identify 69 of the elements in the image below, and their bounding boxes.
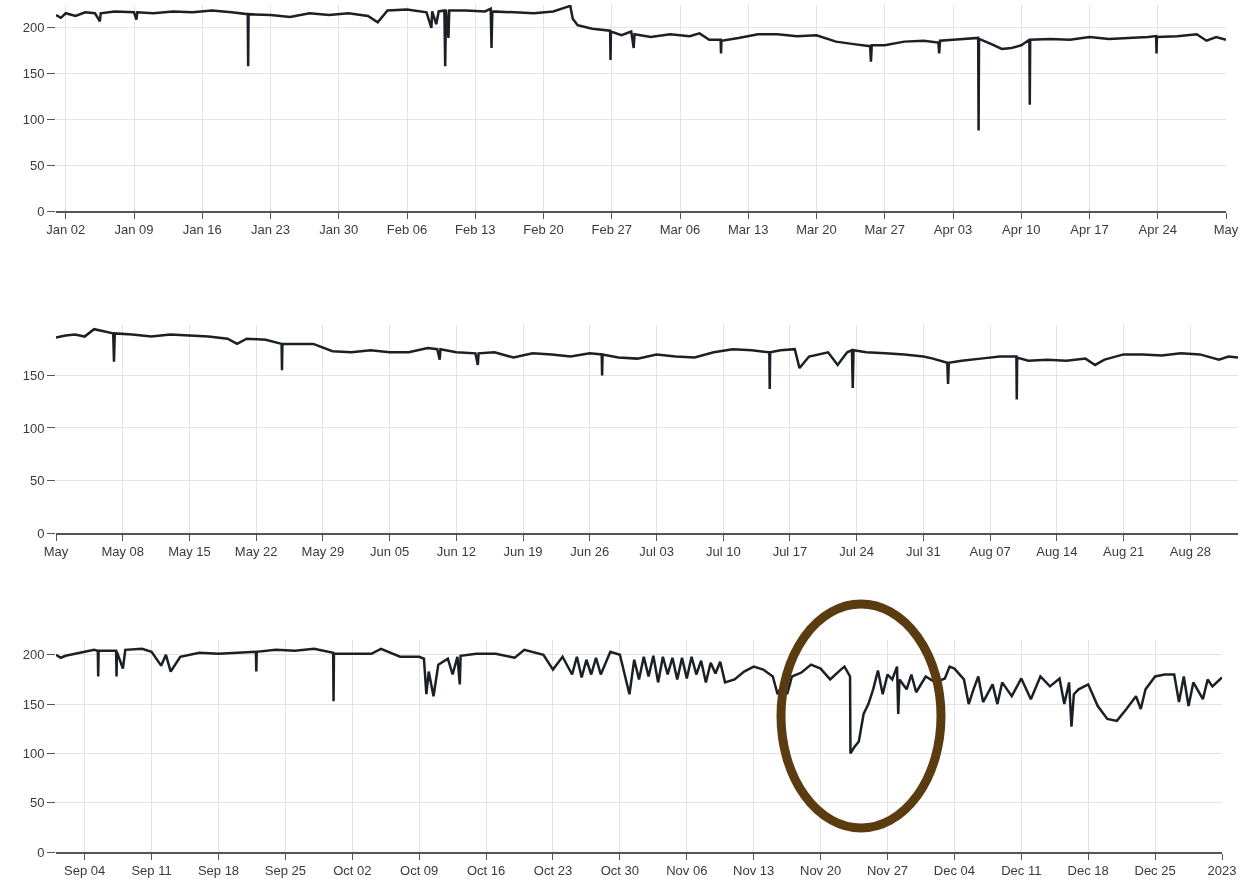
x-tick-label: Jan 23 (250, 222, 291, 238)
y-tick-label: 100 (22, 111, 45, 127)
x-tick-label: May (43, 544, 69, 560)
x-tick-label: Feb 06 (386, 222, 428, 238)
x-tick-label: Sep 11 (131, 863, 172, 879)
y-tick-label: 0 (37, 203, 45, 219)
x-tick-label: Nov 27 (866, 863, 909, 879)
y-tick-label: 50 (29, 157, 45, 173)
x-tick-label: 2023 (1207, 863, 1237, 879)
x-tick-label: Jul 03 (639, 544, 674, 560)
y-tick-label: 200 (22, 20, 45, 36)
x-tick-label: Oct 02 (333, 863, 372, 879)
x-tick-label: Mar 20 (796, 222, 837, 238)
x-tick-label: Jan 02 (46, 222, 86, 238)
x-tick-label: Apr 03 (933, 222, 973, 238)
x-tick-label: Oct 09 (400, 863, 439, 879)
x-tick-label: Sep 25 (264, 863, 306, 879)
x-tick-label: Jul 17 (772, 544, 808, 560)
x-tick-label: Aug 21 (1103, 544, 1145, 560)
y-tick-label: 200 (22, 647, 45, 663)
x-tick-label: Jun 12 (436, 544, 476, 560)
x-tick-label: Feb 27 (591, 222, 632, 238)
x-tick-label: Nov 20 (799, 863, 842, 879)
y-tick-label: 0 (37, 844, 45, 860)
y-tick-label: 0 (37, 525, 45, 541)
x-tick-label: Dec 11 (1001, 863, 1042, 879)
x-tick-label: Aug 14 (1036, 544, 1078, 560)
x-tick-label: Jun 19 (503, 544, 543, 560)
x-tick-label: Mar 27 (864, 222, 905, 238)
x-tick-label: May (1213, 222, 1239, 238)
x-tick-label: Mar 06 (659, 222, 701, 238)
x-tick-label: Aug 07 (969, 544, 1011, 560)
x-tick-label: Jan 30 (319, 222, 359, 238)
x-tick-label: Dec 18 (1067, 863, 1109, 879)
x-tick-label: Jan 09 (114, 222, 154, 238)
y-tick-label: 100 (22, 420, 45, 436)
x-tick-label: Mar 13 (728, 222, 769, 238)
x-tick-label: Jun 05 (370, 544, 410, 560)
y-tick-label: 150 (22, 367, 45, 383)
x-tick-label: Oct 23 (533, 863, 573, 879)
x-tick-label: Apr 24 (1138, 222, 1177, 238)
y-tick-label: 50 (29, 795, 45, 811)
x-tick-label: May 22 (234, 544, 278, 560)
y-tick-label: 100 (22, 745, 45, 761)
x-tick-label: Jun 26 (570, 544, 610, 560)
x-tick-label: Sep 04 (64, 863, 106, 879)
x-tick-label: Aug 28 (1169, 544, 1211, 560)
x-tick-label: Jul 31 (906, 544, 941, 560)
x-tick-label: Sep 18 (197, 863, 240, 879)
x-tick-label: Oct 16 (466, 863, 506, 879)
x-tick-label: Dec 25 (1134, 863, 1176, 879)
x-tick-label: Apr 10 (1002, 222, 1041, 238)
y-tick-label: 150 (22, 66, 45, 82)
line-series (56, 647, 1222, 755)
y-tick-label: 50 (29, 473, 45, 489)
x-tick-label: May 08 (101, 544, 145, 560)
x-tick-label: Feb 20 (523, 222, 564, 238)
x-tick-label: Oct 30 (600, 863, 640, 879)
x-tick-label: May 15 (168, 544, 211, 560)
x-tick-label: Nov 06 (666, 863, 708, 879)
x-tick-label: Apr 17 (1070, 222, 1109, 238)
x-tick-label: May 29 (301, 544, 345, 560)
x-tick-label: Jul 10 (705, 544, 741, 560)
x-tick-label: Jan 16 (182, 222, 222, 238)
x-tick-label: Jul 24 (839, 544, 875, 560)
x-tick-label: Feb 13 (455, 222, 496, 238)
x-tick-label: Nov 13 (733, 863, 775, 879)
x-tick-label: Dec 04 (933, 863, 975, 879)
y-tick-label: 150 (22, 696, 45, 712)
